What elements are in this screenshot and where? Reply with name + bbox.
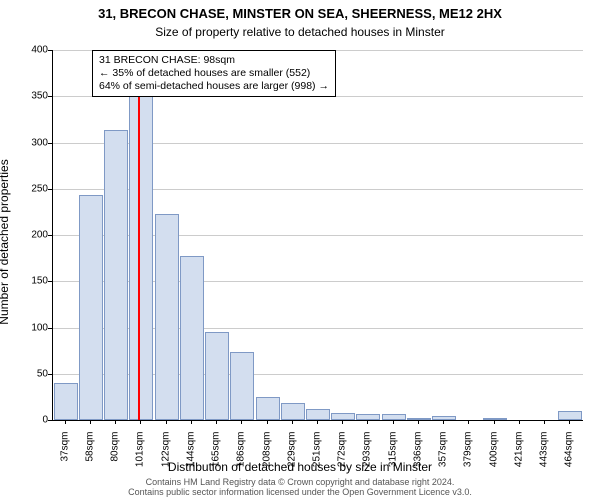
footer-line1: Contains HM Land Registry data © Crown c… (146, 477, 455, 487)
x-tick-label: 272sqm (337, 432, 348, 472)
x-tick-mark (418, 420, 419, 424)
x-tick-mark (241, 420, 242, 424)
chart-subtitle: Size of property relative to detached ho… (0, 25, 600, 39)
y-tick-mark (48, 96, 52, 97)
y-tick-label: 100 (31, 322, 48, 333)
annotation-box: 31 BRECON CHASE: 98sqm ← 35% of detached… (92, 50, 336, 97)
y-tick-label: 200 (31, 230, 48, 241)
y-tick-label: 350 (31, 91, 48, 102)
x-tick-label: 229sqm (286, 432, 297, 472)
x-tick-label: 165sqm (211, 432, 222, 472)
y-tick-label: 150 (31, 276, 48, 287)
y-tick-mark (48, 143, 52, 144)
x-tick-mark (166, 420, 167, 424)
bar (281, 403, 305, 420)
bar (230, 352, 254, 420)
bar (104, 130, 128, 420)
x-tick-label: 400sqm (488, 432, 499, 472)
x-tick-label: 186sqm (236, 432, 247, 472)
y-tick-label: 50 (37, 368, 48, 379)
x-tick-label: 443sqm (539, 432, 550, 472)
bar (306, 409, 330, 420)
bar (79, 195, 103, 420)
x-tick-mark (65, 420, 66, 424)
x-tick-mark (140, 420, 141, 424)
x-tick-label: 58sqm (84, 432, 95, 472)
annotation-line1: 31 BRECON CHASE: 98sqm (99, 54, 329, 67)
y-tick-mark (48, 189, 52, 190)
x-tick-label: 464sqm (564, 432, 575, 472)
x-tick-label: 37sqm (59, 432, 70, 472)
bar (205, 332, 229, 420)
x-tick-label: 336sqm (412, 432, 423, 472)
plot-area (52, 50, 583, 421)
x-tick-mark (494, 420, 495, 424)
bar (407, 418, 431, 420)
bar (483, 418, 507, 420)
x-tick-mark (317, 420, 318, 424)
bar (155, 214, 179, 420)
x-tick-mark (569, 420, 570, 424)
bar (356, 414, 380, 420)
y-axis-label: Number of detached properties (0, 159, 11, 324)
x-tick-mark (519, 420, 520, 424)
property-marker-line (138, 50, 140, 420)
footer-line2: Contains public sector information licen… (128, 487, 472, 497)
x-tick-mark (292, 420, 293, 424)
y-tick-mark (48, 235, 52, 236)
y-tick-label: 300 (31, 137, 48, 148)
x-tick-mark (468, 420, 469, 424)
x-tick-label: 122sqm (160, 432, 171, 472)
y-tick-mark (48, 374, 52, 375)
footer-attribution: Contains HM Land Registry data © Crown c… (0, 477, 600, 497)
x-tick-mark (216, 420, 217, 424)
x-tick-mark (367, 420, 368, 424)
x-tick-mark (342, 420, 343, 424)
y-tick-label: 250 (31, 183, 48, 194)
bar (558, 411, 582, 420)
y-tick-mark (48, 420, 52, 421)
bar (432, 416, 456, 420)
y-tick-label: 400 (31, 45, 48, 56)
bar (331, 413, 355, 420)
x-tick-label: 80sqm (110, 432, 121, 472)
bar (129, 94, 153, 420)
y-tick-mark (48, 50, 52, 51)
bar (54, 383, 78, 420)
x-tick-label: 251sqm (312, 432, 323, 472)
x-tick-label: 293sqm (362, 432, 373, 472)
x-tick-label: 421sqm (513, 432, 524, 472)
bar (180, 256, 204, 420)
x-tick-label: 208sqm (261, 432, 272, 472)
x-tick-mark (191, 420, 192, 424)
x-tick-label: 144sqm (185, 432, 196, 472)
chart-title-address: 31, BRECON CHASE, MINSTER ON SEA, SHEERN… (0, 6, 600, 21)
y-tick-mark (48, 328, 52, 329)
x-tick-label: 101sqm (135, 432, 146, 472)
y-tick-mark (48, 281, 52, 282)
x-tick-label: 315sqm (387, 432, 398, 472)
x-tick-mark (393, 420, 394, 424)
x-tick-mark (544, 420, 545, 424)
x-tick-mark (90, 420, 91, 424)
x-tick-mark (115, 420, 116, 424)
bar (256, 397, 280, 420)
annotation-line3: 64% of semi-detached houses are larger (… (99, 80, 329, 93)
x-tick-label: 357sqm (438, 432, 449, 472)
x-tick-label: 379sqm (463, 432, 474, 472)
x-tick-mark (443, 420, 444, 424)
bar (382, 414, 406, 420)
chart-container: 31, BRECON CHASE, MINSTER ON SEA, SHEERN… (0, 0, 600, 500)
x-tick-mark (267, 420, 268, 424)
annotation-line2: ← 35% of detached houses are smaller (55… (99, 67, 329, 80)
